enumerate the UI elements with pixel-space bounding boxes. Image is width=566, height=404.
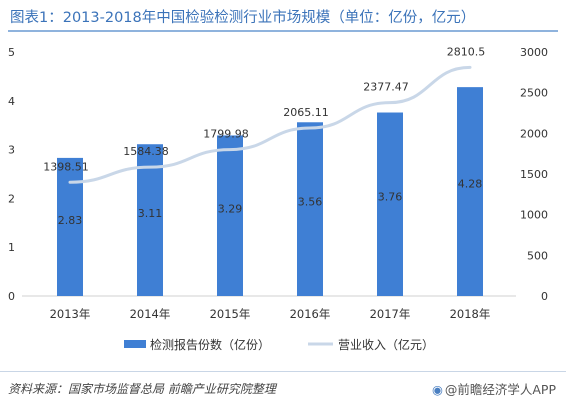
bar-data-label: 3.56 [298, 196, 323, 209]
y-right-tick-label: 3000 [520, 46, 548, 59]
y-left-tick-label: 4 [8, 95, 15, 108]
source-note: 资料来源：国家市场监督总局 前瞻产业研究院整理 [8, 382, 276, 396]
line-data-label: 1799.98 [203, 128, 249, 141]
bar [297, 122, 323, 296]
y-right-tick-label: 1500 [520, 168, 548, 181]
line-data-label: 2810.5 [447, 45, 486, 58]
y-left-tick-label: 0 [8, 290, 15, 303]
line-data-label: 1398.51 [43, 160, 89, 173]
line-data-label: 1584.38 [123, 145, 169, 158]
x-tick-label: 2014年 [130, 307, 171, 321]
legend-line-label: 营业收入（亿元） [338, 337, 434, 352]
brand: ◉ @前瞻经济学人APP [432, 379, 556, 398]
legend-bar-swatch [124, 340, 146, 348]
eye-logo-icon: ◉ [431, 382, 443, 397]
bar-data-label: 3.29 [218, 203, 243, 216]
line-data-labels: 1398.51 1584.38 1799.98 2065.11 2377.47 2810.… [43, 45, 485, 173]
x-tick-label: 2015年 [210, 307, 251, 321]
title-divider [8, 30, 558, 32]
footer: 资料来源：国家市场监督总局 前瞻产业研究院整理 ◉ @前瞻经济学人APP [0, 371, 566, 404]
x-tick-label: 2017年 [370, 307, 411, 321]
brand-text: @前瞻经济学人APP [444, 382, 556, 397]
x-tick-label: 2016年 [290, 307, 331, 321]
y-right-tick-label: 1000 [520, 209, 548, 222]
y-right-tick-label: 500 [527, 249, 548, 262]
chart: 0 1 2 3 4 5 0 500 1000 1500 2000 2500 3000 2.83 3.11… [8, 45, 548, 352]
x-tick-label: 2018年 [450, 307, 491, 321]
bar-data-labels: 2.83 3.11 3.29 3.56 3.76 4.28 [58, 177, 483, 227]
bar-data-label: 2.83 [58, 214, 83, 227]
y-left-tick-label: 5 [8, 46, 15, 59]
chart-title: 图表1：2013-2018年中国检验检测行业市场规模（单位：亿份，亿元） [10, 10, 476, 26]
revenue-line [68, 65, 472, 184]
bar [217, 135, 243, 296]
line-series [68, 65, 472, 184]
y-right-tick-label: 0 [541, 290, 548, 303]
y-right-tick-label: 2500 [520, 87, 548, 100]
legend-bar-label: 检测报告份数（亿份） [150, 337, 270, 352]
y-left-tick-label: 2 [8, 192, 15, 205]
bar-data-label: 4.28 [458, 177, 483, 190]
line-data-label: 2065.11 [283, 106, 329, 119]
bar [137, 144, 163, 296]
bar [457, 87, 483, 296]
line-data-label: 2377.47 [363, 81, 409, 94]
bar [377, 112, 403, 297]
bar-data-label: 3.76 [378, 191, 403, 204]
y-left-tick-label: 3 [8, 144, 15, 157]
x-tick-label: 2013年 [50, 307, 91, 321]
bar-series [57, 87, 483, 297]
legend: 检测报告份数（亿份） 营业收入（亿元） [124, 337, 434, 352]
bar-data-label: 3.11 [138, 207, 163, 220]
y-axis-left: 0 1 2 3 4 5 [8, 46, 15, 303]
y-right-tick-label: 2000 [520, 127, 548, 140]
x-axis: 2013年 2014年 2015年 2016年 2017年 2018年 [50, 307, 491, 321]
y-axis-right: 0 500 1000 1500 2000 2500 3000 [520, 46, 548, 303]
y-left-tick-label: 1 [8, 241, 15, 254]
